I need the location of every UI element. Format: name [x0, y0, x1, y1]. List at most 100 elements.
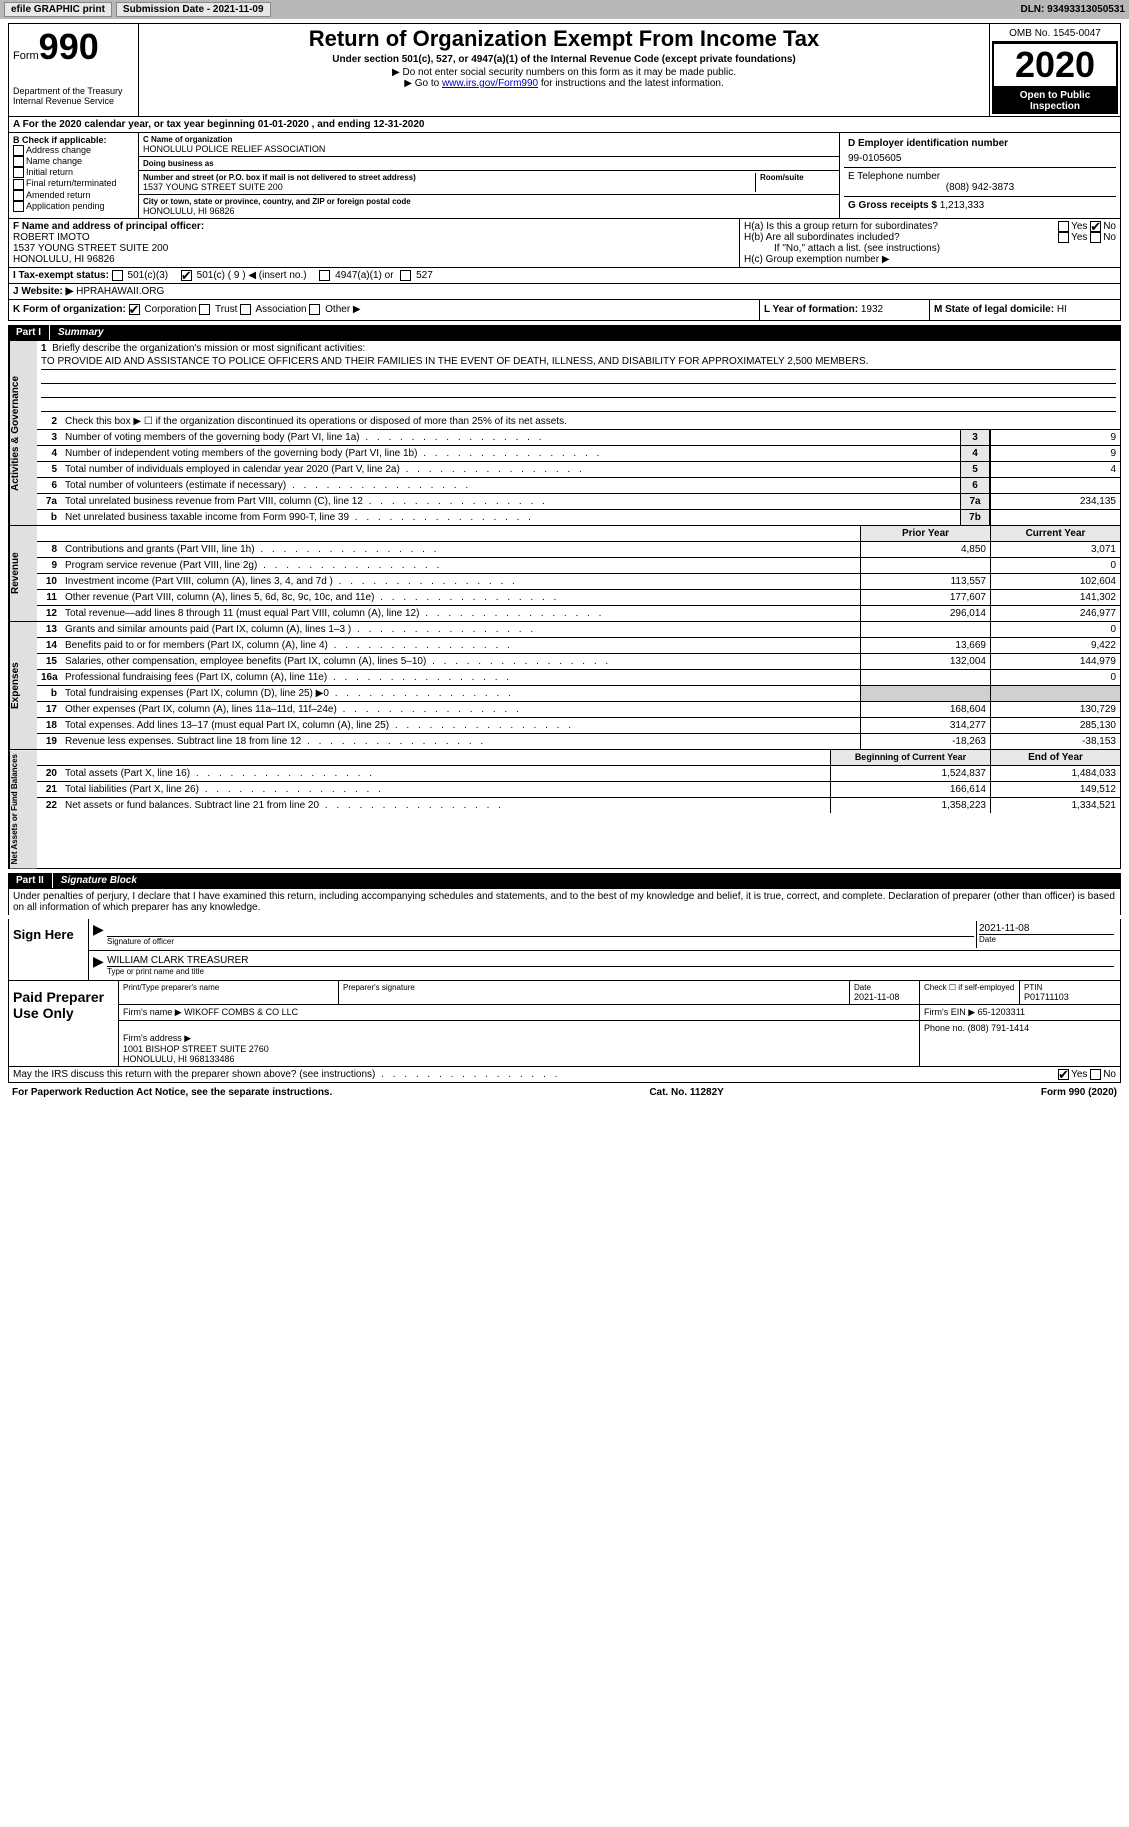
i-label: I Tax-exempt status:	[13, 270, 109, 281]
i-501c-check[interactable]	[181, 270, 192, 281]
footer-left: For Paperwork Reduction Act Notice, see …	[12, 1087, 332, 1098]
part1-title: Summary	[50, 325, 112, 340]
table-row: 19 Revenue less expenses. Subtract line …	[37, 734, 1120, 749]
firm-name: WIKOFF COMBS & CO LLC	[184, 1007, 298, 1017]
ha-no-check[interactable]	[1090, 221, 1101, 232]
table-row: 8 Contributions and grants (Part VIII, l…	[37, 542, 1120, 558]
hb-yes-check[interactable]	[1058, 232, 1069, 243]
table-row: 9 Program service revenue (Part VIII, li…	[37, 558, 1120, 574]
table-row: 22 Net assets or fund balances. Subtract…	[37, 798, 1120, 813]
part2-num: Part II	[8, 873, 53, 888]
row-a-tax-year: A For the 2020 calendar year, or tax yea…	[8, 117, 1121, 133]
row-j: J Website: ▶ HPRAHAWAII.ORG	[8, 284, 1121, 300]
part1-num: Part I	[8, 325, 50, 340]
hb-note: If "No," attach a list. (see instruction…	[744, 243, 1116, 254]
officer-addr: 1537 YOUNG STREET SUITE 200 HONOLULU, HI…	[13, 243, 735, 265]
k-corp-check[interactable]	[129, 304, 140, 315]
table-row: 7a Total unrelated business revenue from…	[37, 494, 1120, 510]
paid-preparer-label: Paid Preparer Use Only	[9, 981, 119, 1066]
table-row: 14 Benefits paid to or for members (Part…	[37, 638, 1120, 654]
form-subtitle: Under section 501(c), 527, or 4947(a)(1)…	[143, 54, 985, 65]
beg-year-header: Beginning of Current Year	[830, 750, 990, 765]
city-value: HONOLULU, HI 96826	[143, 206, 835, 216]
firm-phone-label: Phone no.	[924, 1023, 965, 1033]
col-d: D Employer identification number 99-0105…	[840, 133, 1120, 218]
side-governance: Activities & Governance	[9, 341, 37, 525]
header-right: OMB No. 1545-0047 2020 Open to Public In…	[990, 24, 1120, 116]
side-revenue: Revenue	[9, 526, 37, 621]
i-4947-check[interactable]	[319, 270, 330, 281]
sig-arrow-icon: ▶	[93, 921, 105, 948]
toolbar: efile GRAPHIC print Submission Date - 20…	[0, 0, 1129, 19]
check-address-change[interactable]: Address change	[13, 145, 134, 156]
line2-text: Check this box ▶ ☐ if the organization d…	[61, 414, 1120, 429]
check-application-pending[interactable]: Application pending	[13, 201, 134, 212]
row-fh: F Name and address of principal officer:…	[8, 219, 1121, 268]
check-name-change[interactable]: Name change	[13, 156, 134, 167]
tax-year: 2020	[992, 42, 1118, 88]
table-row: 12 Total revenue—add lines 8 through 11 …	[37, 606, 1120, 621]
phone-label: E Telephone number	[848, 171, 1112, 182]
ha-yes-check[interactable]	[1058, 221, 1069, 232]
org-name: HONOLULU POLICE RELIEF ASSOCIATION	[143, 144, 835, 154]
part1-header: Part I Summary	[8, 325, 1121, 340]
org-name-label: C Name of organization	[143, 135, 835, 144]
table-row: 5 Total number of individuals employed i…	[37, 462, 1120, 478]
officer-label: F Name and address of principal officer:	[13, 221, 735, 232]
prep-self-label: Check ☐ if self-employed	[924, 983, 1015, 992]
table-row: 15 Salaries, other compensation, employe…	[37, 654, 1120, 670]
form-title: Return of Organization Exempt From Incom…	[143, 26, 985, 52]
sig-date: 2021-11-08	[979, 923, 1114, 935]
room-label: Room/suite	[760, 173, 835, 182]
l-value: 1932	[861, 304, 883, 315]
check-amended-return[interactable]: Amended return	[13, 190, 134, 201]
section-bcd: B Check if applicable: Address change Na…	[8, 133, 1121, 219]
sig-arrow2-icon: ▶	[93, 953, 105, 978]
prep-name-label: Print/Type preparer's name	[123, 983, 334, 992]
firm-addr-label: Firm's address ▶	[123, 1033, 191, 1043]
footer: For Paperwork Reduction Act Notice, see …	[8, 1085, 1121, 1100]
discuss-row: May the IRS discuss this return with the…	[8, 1067, 1121, 1083]
discuss-no-check[interactable]	[1090, 1069, 1101, 1080]
footer-mid: Cat. No. 11282Y	[649, 1087, 723, 1098]
i-501c3-check[interactable]	[112, 270, 123, 281]
table-row: 6 Total number of volunteers (estimate i…	[37, 478, 1120, 494]
table-row: 10 Investment income (Part VIII, column …	[37, 574, 1120, 590]
line1-label: Briefly describe the organization's miss…	[52, 343, 365, 354]
submission-date-button[interactable]: Submission Date - 2021-11-09	[116, 2, 271, 17]
firm-ein-label: Firm's EIN ▶	[924, 1007, 975, 1017]
discuss-yes-check[interactable]	[1058, 1069, 1069, 1080]
form-number: 990	[39, 26, 99, 67]
j-label: J Website: ▶	[13, 286, 73, 297]
k-assoc-check[interactable]	[240, 304, 251, 315]
table-row: b Total fundraising expenses (Part IX, c…	[37, 686, 1120, 702]
m-label: M State of legal domicile:	[934, 304, 1054, 315]
firm-phone: (808) 791-1414	[968, 1023, 1030, 1033]
irs-link[interactable]: www.irs.gov/Form990	[442, 78, 538, 89]
part2-header: Part II Signature Block	[8, 873, 1121, 888]
i-527-check[interactable]	[400, 270, 411, 281]
city-label: City or town, state or province, country…	[143, 197, 835, 206]
sig-date-label: Date	[979, 935, 1114, 944]
efile-print-button[interactable]: efile GRAPHIC print	[4, 2, 112, 17]
ha-label: H(a) Is this a group return for subordin…	[744, 221, 938, 232]
table-row: 16a Professional fundraising fees (Part …	[37, 670, 1120, 686]
open-public-badge: Open to Public Inspection	[992, 88, 1118, 114]
gross-label: G Gross receipts $	[848, 200, 937, 211]
k-other-check[interactable]	[309, 304, 320, 315]
check-final-return[interactable]: Final return/terminated	[13, 178, 134, 189]
k-trust-check[interactable]	[199, 304, 210, 315]
addr-value: 1537 YOUNG STREET SUITE 200	[143, 182, 755, 192]
header-center: Return of Organization Exempt From Incom…	[139, 24, 990, 116]
officer-printed-name: WILLIAM CLARK TREASURER	[107, 955, 1114, 967]
table-row: 17 Other expenses (Part IX, column (A), …	[37, 702, 1120, 718]
gross-value: 1,213,333	[940, 200, 985, 211]
warning-ssn: ▶ Do not enter social security numbers o…	[143, 67, 985, 78]
hb-no-check[interactable]	[1090, 232, 1101, 243]
dln-label: DLN: 93493313050531	[1020, 4, 1125, 15]
addr-label: Number and street (or P.O. box if mail i…	[143, 173, 755, 182]
check-initial-return[interactable]: Initial return	[13, 167, 134, 178]
col-c: C Name of organization HONOLULU POLICE R…	[139, 133, 840, 218]
part2-title: Signature Block	[53, 873, 145, 888]
firm-ein: 65-1203311	[978, 1007, 1025, 1017]
